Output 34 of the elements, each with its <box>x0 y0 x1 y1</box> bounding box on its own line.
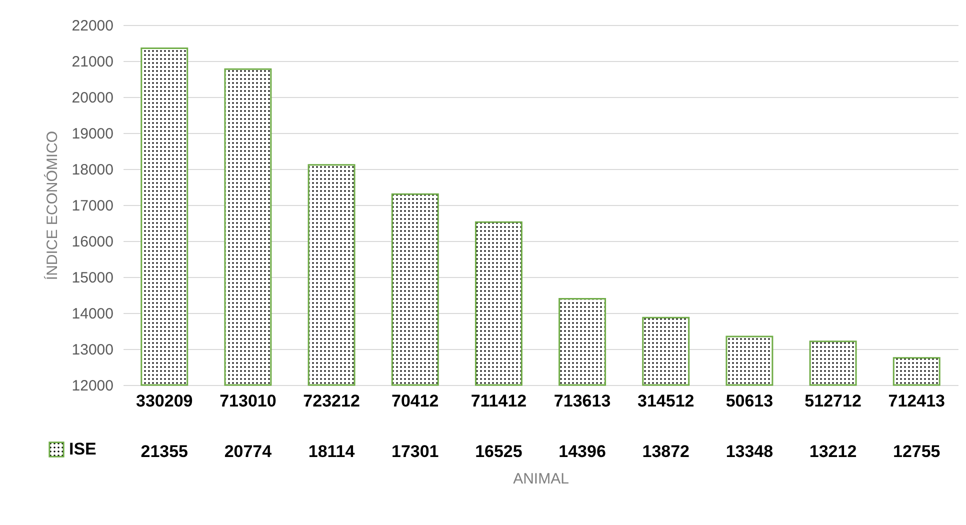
x-tick-label: 50613 <box>726 392 774 410</box>
y-tick-label: 15000 <box>72 270 114 286</box>
y-tick-label: 13000 <box>72 342 114 358</box>
y-tick-label: 21000 <box>72 54 114 70</box>
data-label: 17301 <box>391 442 439 461</box>
y-tick-label: 22000 <box>72 18 114 34</box>
x-tick-label: 723212 <box>303 392 360 410</box>
data-label: 21355 <box>140 442 188 461</box>
x-tick-label: 711412 <box>470 392 527 410</box>
data-label: 14396 <box>558 442 606 461</box>
y-tick-label: 16000 <box>72 234 114 250</box>
data-label: 12755 <box>892 442 940 461</box>
y-tick-label: 12000 <box>72 378 114 394</box>
y-tick-label: 17000 <box>72 198 114 214</box>
x-tick-label: 713613 <box>554 392 611 410</box>
x-tick-label: 713010 <box>220 392 276 410</box>
y-tick-label: 18000 <box>72 162 114 178</box>
x-tick-label: 330209 <box>136 392 193 410</box>
y-tick-label: 20000 <box>72 90 114 106</box>
legend-label: ISE <box>69 440 96 458</box>
x-tick-label: 512712 <box>804 392 862 410</box>
x-tick-label: 70412 <box>391 392 439 410</box>
x-tick-label: 314512 <box>638 392 694 410</box>
x-axis-title: ANIMAL <box>513 470 569 488</box>
x-tick-label: 712413 <box>888 392 945 410</box>
data-label: 13212 <box>809 442 857 461</box>
data-label: 20774 <box>224 442 272 461</box>
y-tick-label: 14000 <box>72 306 114 322</box>
data-label: 13348 <box>726 442 774 461</box>
y-tick-label: 19000 <box>72 126 114 142</box>
data-label: 13872 <box>642 442 690 461</box>
data-label: 18114 <box>308 442 356 461</box>
data-label: 16525 <box>475 442 522 461</box>
y-axis-title: ÍNDICE ECONÓMICO <box>42 130 61 280</box>
